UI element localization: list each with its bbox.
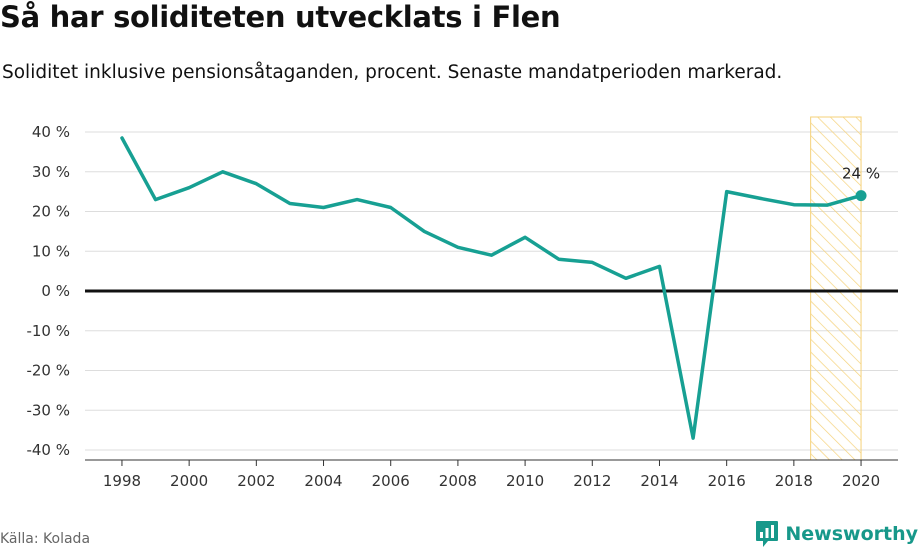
x-tick-label: 2012 — [573, 472, 611, 490]
x-tick-label: 1998 — [103, 472, 141, 490]
grid-lines — [85, 131, 898, 451]
x-tick-label: 2020 — [842, 472, 880, 490]
y-tick-label: -30 % — [26, 401, 70, 419]
x-tick-label: 2008 — [439, 472, 477, 490]
newsworthy-logo: Newsworthy — [755, 520, 918, 548]
series-line — [120, 136, 863, 440]
highlight-period — [810, 116, 862, 461]
x-axis: 1998 2000 2002 2004 2006 2008 2010 2012 2014 2016… — [85, 459, 898, 490]
series: 24 % — [120, 136, 880, 440]
y-tick-label: 30 % — [32, 163, 70, 181]
y-tick-label: 40 % — [32, 123, 70, 141]
y-tick-label: -10 % — [26, 322, 70, 340]
y-tick-label: -40 % — [26, 441, 70, 459]
y-tick-label: -20 % — [26, 362, 70, 380]
source-label: Källa: Kolada — [0, 531, 91, 547]
y-axis: 40 % 30 % 20 % 10 % 0 % -10 % -20 % -30 % -40 % — [26, 123, 898, 459]
x-tick-label: 2016 — [708, 472, 746, 490]
x-tick-label: 2006 — [372, 472, 410, 490]
x-tick-label: 2002 — [237, 472, 275, 490]
x-tick-label: 2004 — [304, 472, 342, 490]
x-tick-label: 2014 — [640, 472, 678, 490]
y-tick-label: 0 % — [41, 282, 70, 300]
x-tick-label: 2000 — [170, 472, 208, 490]
chart-title: Så har soliditeten utvecklats i Flen — [0, 0, 561, 34]
x-tick-label: 2018 — [775, 472, 813, 490]
newsworthy-logo-icon — [756, 521, 779, 547]
highlight-period-band — [810, 116, 862, 461]
newsworthy-logo-text: Newsworthy — [785, 523, 918, 545]
last-value-label: 24 % — [842, 165, 880, 183]
chart-subtitle: Soliditet inklusive pensionsåtaganden, p… — [2, 62, 783, 83]
x-tick-label: 2010 — [506, 472, 544, 490]
y-tick-label: 20 % — [32, 203, 70, 221]
last-point-marker — [855, 190, 867, 202]
y-tick-label: 10 % — [32, 242, 70, 260]
